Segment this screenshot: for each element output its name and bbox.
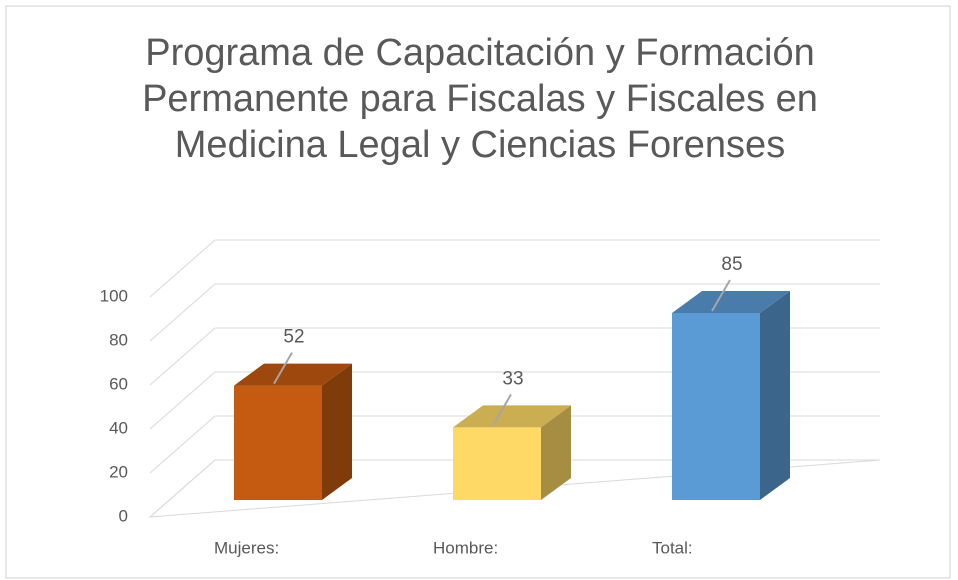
x-tick-label: Hombre: <box>433 538 498 557</box>
value-label: 33 <box>502 368 523 389</box>
value-label: 85 <box>721 254 742 275</box>
y-tick-label: 80 <box>109 330 128 349</box>
bar-top <box>453 405 571 428</box>
y-tick-label: 100 <box>100 286 128 305</box>
bar-side <box>541 405 571 500</box>
chart-border <box>5 5 951 579</box>
grid-line-side <box>149 239 216 298</box>
grid-line-side <box>149 459 216 518</box>
value-label: 52 <box>283 327 304 348</box>
bar-front <box>234 385 322 500</box>
chart-title: Programa de Capacitación y Formación Per… <box>142 32 818 166</box>
leader-line <box>492 393 512 426</box>
grid-line-side <box>149 371 216 430</box>
bar-front <box>453 427 541 500</box>
grid-line-side <box>149 327 216 386</box>
bar-front <box>672 313 760 500</box>
y-tick-label: 60 <box>109 374 128 393</box>
bar-top <box>234 363 352 386</box>
y-tick-label: 0 <box>119 506 128 525</box>
bar-top <box>672 291 790 313</box>
leader-line <box>711 279 731 312</box>
bar-side <box>322 363 352 500</box>
leader-line <box>273 352 293 385</box>
y-tick-label: 20 <box>109 462 128 481</box>
bar-side <box>760 291 790 500</box>
grid-line-side <box>149 283 216 342</box>
x-tick-label: Mujeres: <box>214 538 279 557</box>
y-tick-label: 40 <box>109 418 128 437</box>
grid-line-side <box>149 415 216 474</box>
x-tick-label: Total: <box>652 538 693 557</box>
